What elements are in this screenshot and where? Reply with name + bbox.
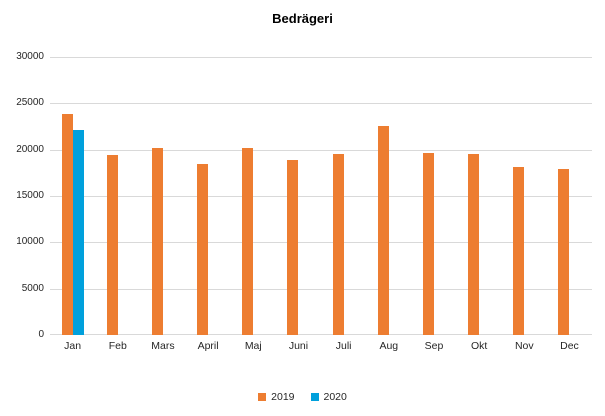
gridlines bbox=[50, 57, 592, 335]
category-nov bbox=[502, 57, 547, 335]
x-axis-labels: Jan Feb Mars April Maj Juni Juli Aug Sep Okt Nov De… bbox=[50, 340, 592, 352]
bar-slot-2020-sep bbox=[434, 57, 445, 335]
bar-slot-2019-dec bbox=[558, 57, 570, 335]
bar-slot-2020-maj bbox=[253, 57, 264, 335]
gridline-30000 bbox=[50, 57, 592, 58]
bar-2019-okt bbox=[468, 154, 480, 335]
category-sep bbox=[411, 57, 456, 335]
x-tick-label-aug: Aug bbox=[379, 340, 399, 352]
y-tick-label-30000: 30000 bbox=[16, 51, 44, 62]
category-mars bbox=[140, 57, 185, 335]
bar-slot-2019-nov bbox=[513, 57, 525, 335]
bar-slot-2019-juli bbox=[332, 57, 344, 335]
bar-2020-jan bbox=[72, 130, 84, 335]
bar-2019-sep bbox=[422, 153, 434, 335]
bar-2019-feb bbox=[106, 155, 118, 335]
category-maj bbox=[231, 57, 276, 335]
bar-slot-2020-feb bbox=[118, 57, 129, 335]
bar-slot-2019-aug bbox=[377, 57, 389, 335]
x-tick-label-mars: Mars bbox=[151, 340, 175, 352]
bar-2019-nov bbox=[513, 167, 525, 335]
bar-slot-2019-mars bbox=[151, 57, 163, 335]
category-dec bbox=[547, 57, 592, 335]
bar-2019-maj bbox=[242, 147, 254, 335]
legend-label-2019: 2019 bbox=[271, 391, 295, 403]
legend-item-2019: 2019 bbox=[258, 391, 295, 403]
x-tick-label-okt: Okt bbox=[470, 340, 488, 352]
bar-2019-april bbox=[197, 163, 209, 335]
gridline-0 bbox=[50, 334, 592, 335]
bar-slot-2019-okt bbox=[468, 57, 480, 335]
bar-slot-2020-juli bbox=[344, 57, 355, 335]
x-tick-label-jan: Jan bbox=[64, 340, 82, 352]
category-aug bbox=[366, 57, 411, 335]
chart-title: Bedrägeri bbox=[272, 11, 333, 26]
category-feb bbox=[95, 57, 140, 335]
y-tick-label-25000: 25000 bbox=[16, 97, 44, 109]
x-tick-label-nov: Nov bbox=[514, 340, 534, 352]
x-tick-label-feb: Feb bbox=[108, 340, 127, 352]
y-tick-label-5000: 5000 bbox=[21, 282, 44, 294]
bar-slot-2019-maj bbox=[242, 57, 254, 335]
legend-swatch-2020-icon bbox=[310, 393, 319, 401]
bar-slot-2020-mars bbox=[163, 57, 174, 335]
bar-slot-2020-dec bbox=[569, 57, 580, 335]
bar-2019-aug bbox=[377, 125, 389, 335]
x-tick-label-maj: Maj bbox=[244, 340, 262, 352]
bar-2019-juli bbox=[332, 154, 344, 335]
bar-slot-2020-nov bbox=[524, 57, 535, 335]
bar-slot-2019-april bbox=[197, 57, 209, 335]
x-tick-label-sep: Sep bbox=[424, 340, 444, 352]
category-okt bbox=[457, 57, 502, 335]
bar-slot-2020-aug bbox=[389, 57, 400, 335]
category-juni bbox=[276, 57, 321, 335]
y-tick-label-0: 0 bbox=[38, 329, 44, 340]
legend: 2019 2020 bbox=[0, 391, 605, 403]
gridline-15000 bbox=[50, 196, 592, 197]
bar-slot-2020-april bbox=[208, 57, 219, 335]
bar-2019-dec bbox=[558, 169, 570, 335]
legend-swatch-2019-icon bbox=[258, 393, 267, 401]
category-juli bbox=[321, 57, 366, 335]
bar-2019-jan bbox=[61, 114, 73, 335]
bar-2019-juni bbox=[287, 159, 299, 335]
bars-layer bbox=[50, 57, 592, 335]
x-tick-label-juni: Juni bbox=[288, 340, 309, 352]
bar-slot-2019-feb bbox=[106, 57, 118, 335]
bar-slot-2020-okt bbox=[479, 57, 490, 335]
gridline-5000 bbox=[50, 288, 592, 290]
bar-slot-2019-jan bbox=[61, 57, 73, 335]
y-tick-label-10000: 10000 bbox=[16, 236, 44, 248]
y-tick-label-15000: 15000 bbox=[16, 190, 44, 201]
y-tick-label-20000: 20000 bbox=[16, 143, 44, 155]
x-tick-label-dec: Dec bbox=[560, 340, 579, 352]
gridline-20000 bbox=[50, 149, 592, 151]
legend-item-2020: 2020 bbox=[310, 391, 347, 403]
bar-slot-2019-juni bbox=[287, 57, 299, 335]
x-tick-label-april: April bbox=[197, 340, 219, 352]
bar-slot-2019-sep bbox=[422, 57, 434, 335]
y-axis-labels: 0 5000 10000 15000 20000 25000 30000 bbox=[0, 51, 44, 340]
gridline-25000 bbox=[50, 103, 592, 105]
category-april bbox=[186, 57, 231, 335]
plot-area bbox=[50, 57, 592, 335]
category-jan bbox=[50, 57, 95, 335]
bar-slot-2020-juni bbox=[298, 57, 309, 335]
gridline-10000 bbox=[50, 242, 592, 244]
legend-label-2020: 2020 bbox=[323, 391, 347, 403]
bar-2019-mars bbox=[151, 147, 163, 335]
x-tick-label-juli: Juli bbox=[335, 340, 352, 352]
bar-slot-2020-jan bbox=[72, 57, 84, 335]
